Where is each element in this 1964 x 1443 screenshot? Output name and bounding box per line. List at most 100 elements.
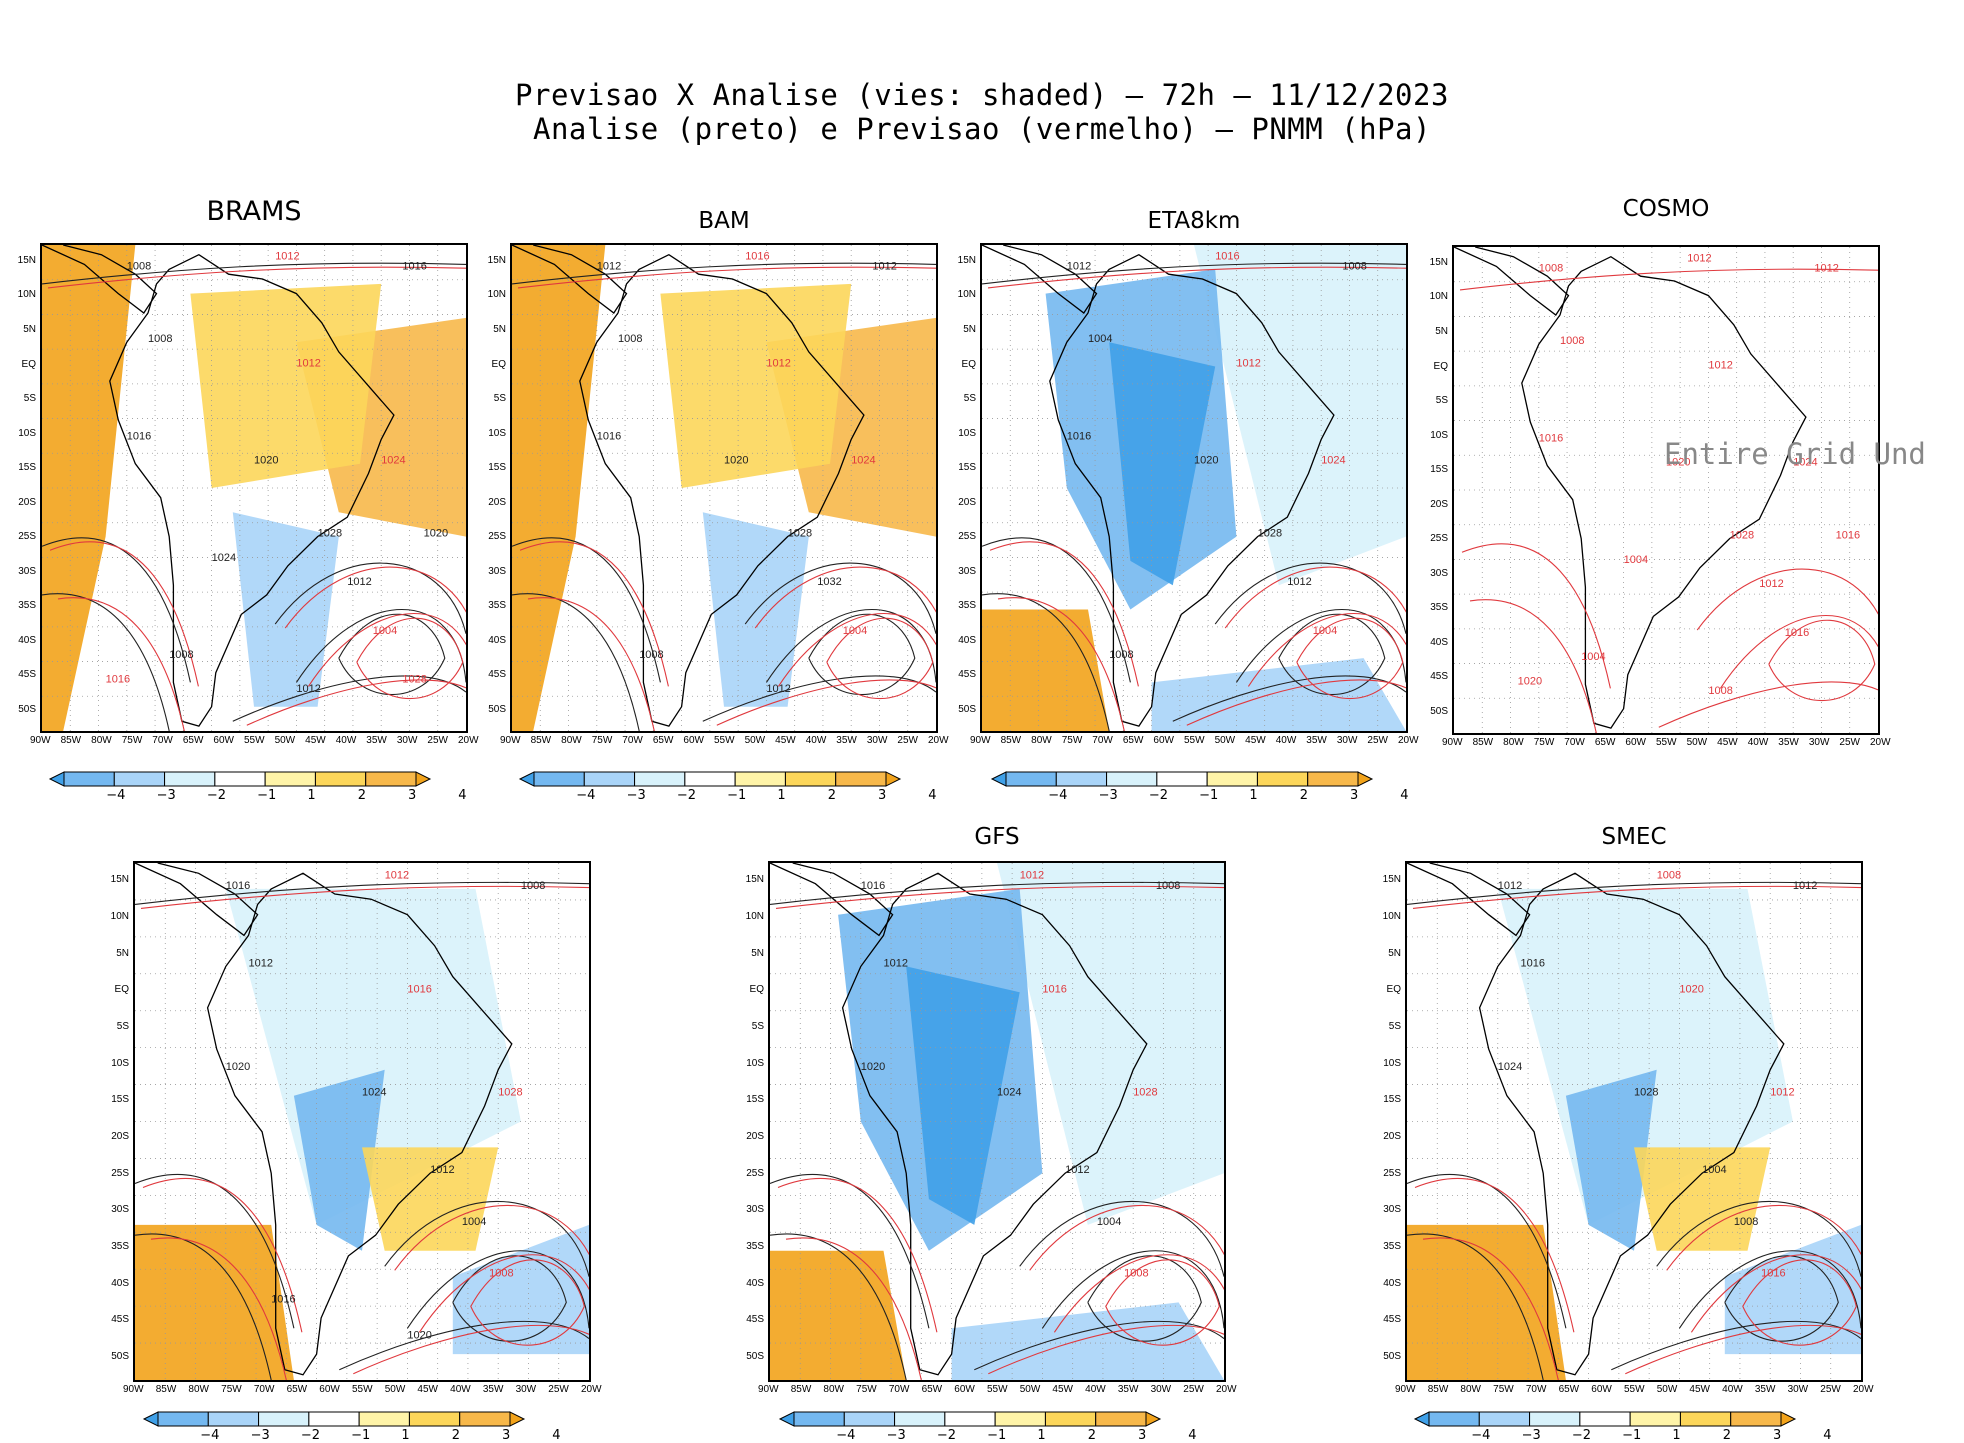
colorbar-segment xyxy=(583,771,636,787)
isobar-forecast xyxy=(284,566,466,629)
lon-tick-label: 50W xyxy=(744,735,766,746)
lon-tick-label: 30W xyxy=(1336,735,1358,746)
lat-tick-label: 15S xyxy=(1430,464,1448,476)
lat-tick-label: 10N xyxy=(1429,291,1448,303)
lon-tick-label: 45W xyxy=(1245,735,1266,746)
lat-tick-label: 30S xyxy=(1430,567,1448,579)
colorbar-segment xyxy=(509,1411,526,1427)
isobar-forecast xyxy=(353,1324,589,1375)
contour-label: 1012 xyxy=(1236,358,1260,370)
lon-tick-label: 80W xyxy=(91,735,112,746)
isobar-analysis xyxy=(512,593,640,731)
isobar-forecast xyxy=(1461,543,1611,689)
isobar-analysis xyxy=(135,1173,295,1329)
contour-label: 1012 xyxy=(1065,1164,1089,1176)
lat-tick-label: 15S xyxy=(746,1094,764,1106)
isobar-forecast xyxy=(1296,617,1404,700)
isobar-forecast xyxy=(997,597,1125,731)
lat-tick-label: 30S xyxy=(746,1204,764,1216)
colorbar-segment xyxy=(1428,1411,1480,1427)
contour-label: 1012 xyxy=(1020,870,1044,882)
lat-tick-label: 35S xyxy=(958,600,976,612)
contour-label: 1008 xyxy=(1156,880,1180,892)
colorbar-label: −3 xyxy=(156,788,176,803)
lat-tick-label: 15S xyxy=(18,462,36,474)
coastline xyxy=(841,872,1148,1376)
lon-tick-label: 35W xyxy=(1754,1384,1776,1395)
bias-shade xyxy=(362,1147,499,1251)
colorbar-segment xyxy=(533,771,585,787)
lon-tick-label: 65W xyxy=(286,1384,308,1395)
lon-tick-label: 55W xyxy=(714,735,735,746)
colorbar-bam xyxy=(518,771,902,787)
colorbar-label: 2 xyxy=(1299,788,1308,803)
isobar-analysis xyxy=(384,1200,589,1277)
lat-tick-label: 45S xyxy=(746,1314,764,1326)
contour-label: 1024 xyxy=(381,455,405,467)
coastline xyxy=(1049,253,1335,727)
lat-tick-label: 45S xyxy=(1383,1314,1401,1326)
bias-shade xyxy=(770,1250,907,1380)
isobar-forecast xyxy=(775,885,1224,909)
lon-tick-label: 90W xyxy=(30,735,51,746)
contour-label: 1024 xyxy=(362,1087,386,1099)
contour-label: 1012 xyxy=(249,957,273,969)
contour-label: 1020 xyxy=(1666,457,1690,469)
lon-tick-label: 80W xyxy=(561,735,582,746)
colorbar-segment xyxy=(164,771,216,787)
lat-tick-label: 5S xyxy=(23,393,36,404)
colorbar-label: 1 xyxy=(777,788,786,803)
isobar-forecast xyxy=(47,266,466,289)
lat-tick-label: 35S xyxy=(488,600,506,612)
lon-tick-label: 65W xyxy=(921,1384,943,1395)
contour-label: 1012 xyxy=(1708,360,1732,372)
lat-tick-label: 20S xyxy=(746,1131,764,1142)
contour-label: 1008 xyxy=(127,260,151,272)
lon-tick-label: 65W xyxy=(652,735,674,746)
lon-tick-label: 90W xyxy=(1395,1384,1416,1395)
figure-title-line2: Analise (preto) e Previsao (vermelho) — … xyxy=(533,112,1431,146)
lat-tick-label: 20S xyxy=(1383,1131,1401,1142)
isobar-analysis xyxy=(770,1173,930,1329)
lat-tick-label: 45S xyxy=(18,669,36,681)
lat-tick-label: EQ xyxy=(114,984,129,996)
lon-tick-label: 90W xyxy=(970,735,991,746)
lat-tick-label: EQ xyxy=(1433,360,1448,372)
colorbar-label: 2 xyxy=(357,788,366,803)
lat-tick-label: 10N xyxy=(110,910,129,922)
bias-shade xyxy=(232,512,339,707)
lon-tick-label: 85W xyxy=(1472,737,1494,748)
colorbar-segment xyxy=(358,1411,410,1427)
isobar-forecast xyxy=(1247,612,1406,687)
contour-label: 1016 xyxy=(1067,430,1091,442)
isobar-forecast xyxy=(754,566,936,629)
contour-label: 1012 xyxy=(296,358,320,370)
map-smec: 1012 1008 1012 1016 1020 1024 1028 1012 1004 1008… xyxy=(1405,861,1863,1382)
lon-tick-label: 60W xyxy=(1625,737,1646,748)
lat-tick-label: 5S xyxy=(1388,1020,1401,1032)
contour-label: 1028 xyxy=(318,528,342,540)
colorbar-label: −4 xyxy=(1048,788,1068,803)
lon-tick-label: 25W xyxy=(1183,1384,1204,1395)
lon-tick-label: 85W xyxy=(530,735,552,746)
bias-shade xyxy=(1407,1224,1566,1380)
lat-tick-label: EQ xyxy=(21,358,36,370)
lon-tick-label: 55W xyxy=(352,1384,373,1395)
isobar-analysis xyxy=(1407,1233,1544,1380)
lon-tick-label: 75W xyxy=(1493,1384,1514,1395)
colorbar-label: −4 xyxy=(576,788,596,803)
isobar-forecast xyxy=(1422,1237,1559,1380)
map-bam: 1012 1016 1012 1008 1012 1016 1020 1024 1028 1032… xyxy=(510,243,938,733)
contour-label: 1012 xyxy=(766,683,790,695)
colorbar-segment xyxy=(142,1411,159,1427)
undefined-grid-notice: Entire Grid Und xyxy=(1664,437,1926,471)
isobar-forecast xyxy=(1690,1254,1861,1333)
lat-tick-label: 25S xyxy=(746,1167,764,1179)
colorbar-label: −2 xyxy=(206,788,227,803)
lat-tick-label: 30S xyxy=(18,565,36,577)
lat-tick-label: 5S xyxy=(1435,395,1448,406)
lat-tick-label: 25S xyxy=(1383,1167,1401,1179)
bias-shade xyxy=(982,609,1110,731)
contour-label: 1028 xyxy=(1634,1087,1658,1099)
bias-shade xyxy=(135,1224,294,1380)
